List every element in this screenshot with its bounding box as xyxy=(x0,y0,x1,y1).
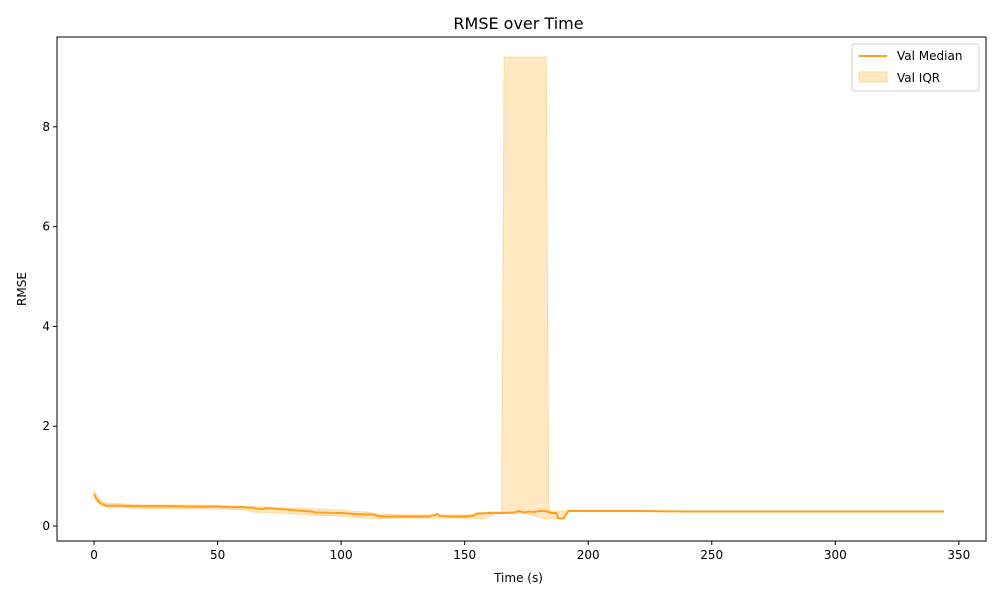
y-tick-label: 6 xyxy=(42,220,50,234)
legend-iqr-label: Val IQR xyxy=(897,71,940,85)
y-tick-label: 4 xyxy=(42,319,50,333)
chart-title: RMSE over Time xyxy=(453,14,583,33)
x-tick-label: 50 xyxy=(210,548,225,562)
legend-median-label: Val Median xyxy=(897,49,962,63)
y-tick-label: 8 xyxy=(42,120,50,134)
plot-frame xyxy=(56,36,987,542)
series-val-iqr-band xyxy=(93,56,944,520)
x-axis-label: Time (s) xyxy=(493,571,543,585)
x-tick-label: 250 xyxy=(700,548,723,562)
legend-iqr-swatch xyxy=(858,71,888,83)
x-tick-label: 350 xyxy=(947,548,970,562)
legend: Val Median Val IQR xyxy=(851,43,980,92)
series-val-median-line xyxy=(93,493,944,520)
x-tick-label: 200 xyxy=(577,548,600,562)
y-axis: 0 2 4 6 8 xyxy=(42,120,57,533)
x-tick-label: 0 xyxy=(90,548,98,562)
y-axis-label: RMSE xyxy=(15,272,29,306)
x-tick-label: 300 xyxy=(824,548,847,562)
plot-area xyxy=(93,56,944,520)
x-tick-label: 150 xyxy=(453,548,476,562)
y-tick-label: 0 xyxy=(42,519,50,533)
x-tick-label: 100 xyxy=(330,548,353,562)
y-tick-label: 2 xyxy=(42,419,50,433)
x-axis: 0 50 100 150 200 250 300 350 xyxy=(90,541,970,562)
